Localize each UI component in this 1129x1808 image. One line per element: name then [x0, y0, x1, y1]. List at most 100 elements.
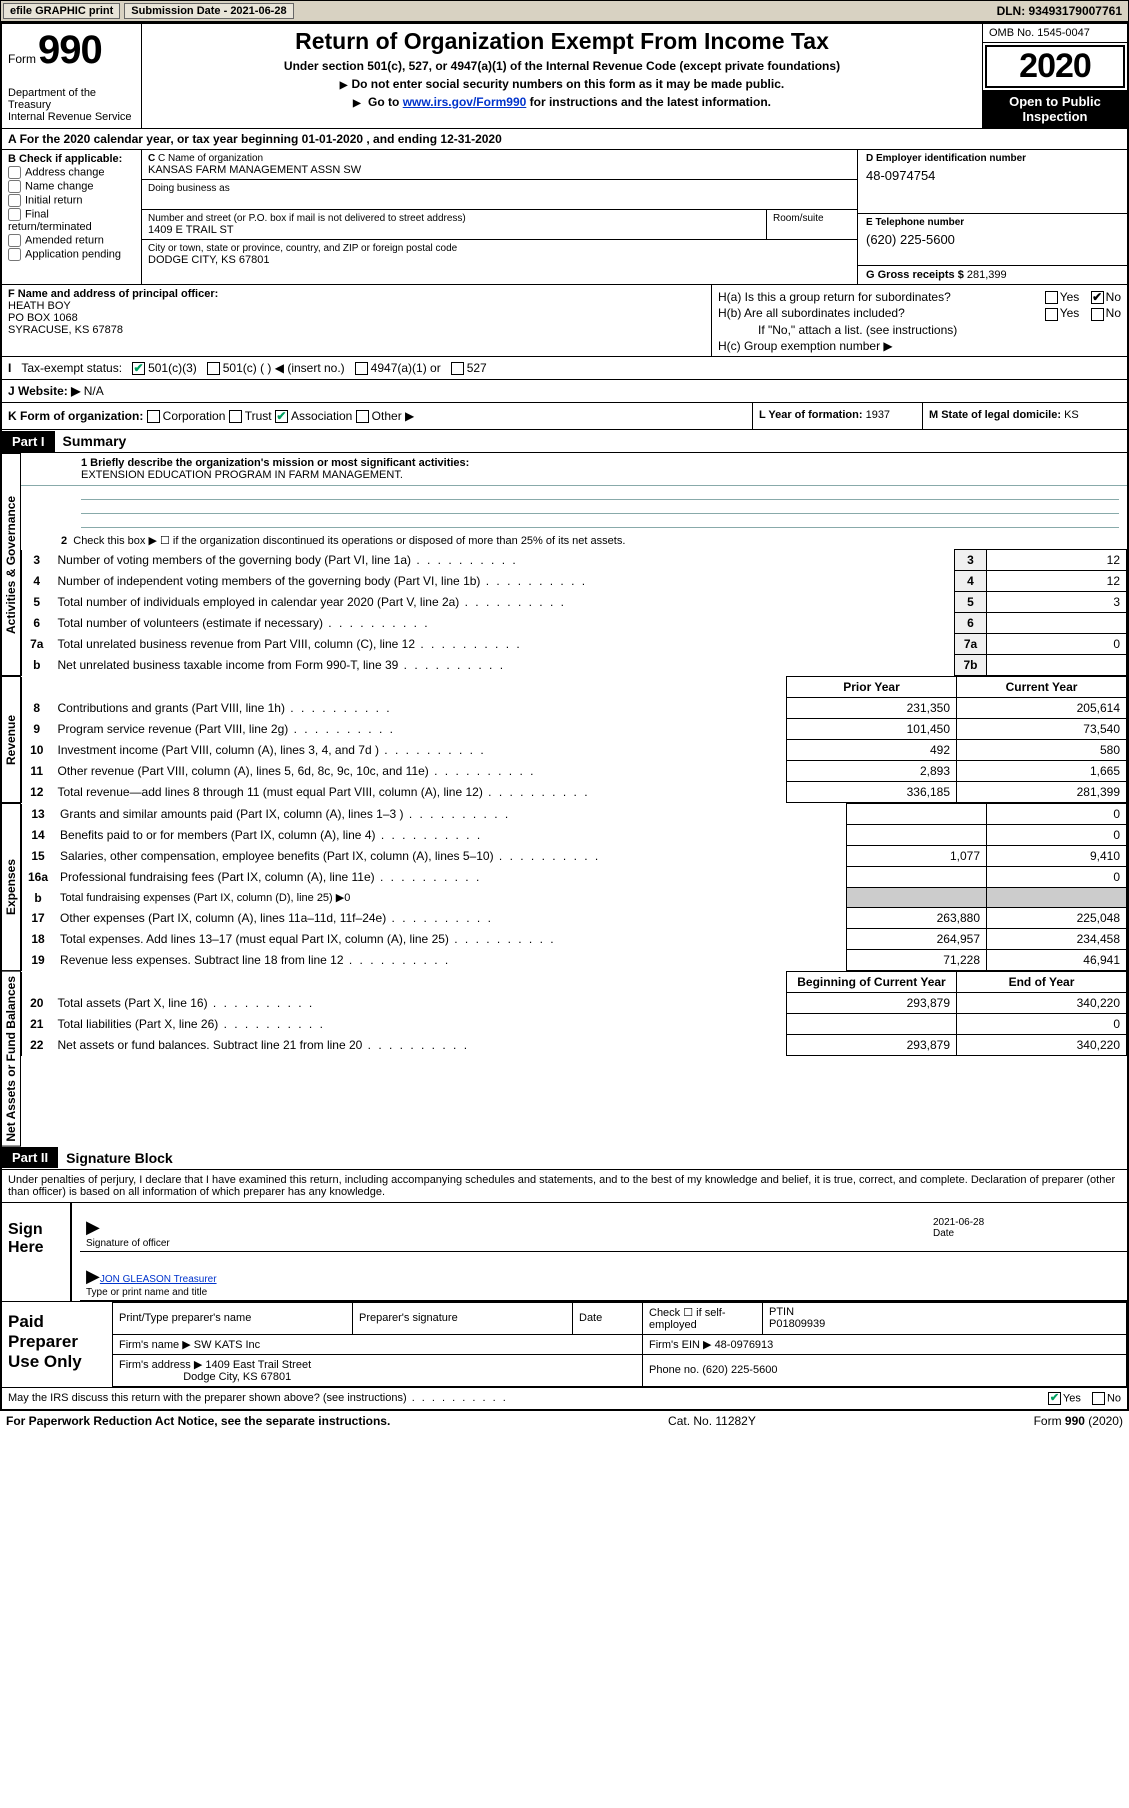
ptin-label: PTIN	[769, 1306, 794, 1318]
org-name: KANSAS FARM MANAGEMENT ASSN SW	[148, 164, 361, 176]
firm-phone: (620) 225-5600	[702, 1364, 777, 1376]
form-header: Form 990 Department of the Treasury Inte…	[2, 24, 1127, 129]
table-row: 8Contributions and grants (Part VIII, li…	[22, 698, 1127, 719]
table-row: 6Total number of volunteers (estimate if…	[22, 613, 1127, 634]
table-row: 20Total assets (Part X, line 16)293,8793…	[22, 993, 1127, 1014]
checkbox-initial-return[interactable]: Initial return	[8, 194, 135, 207]
row-m-state: M State of legal domicile: KS	[922, 403, 1127, 429]
footer-form: Form 990 (2020)	[1034, 1414, 1123, 1428]
ptin-value: P01809939	[769, 1318, 825, 1330]
table-row: 22Net assets or fund balances. Subtract …	[22, 1035, 1127, 1056]
checkbox-amended-return[interactable]: Amended return	[8, 234, 135, 247]
h-b-note: If "No," attach a list. (see instruction…	[718, 323, 1121, 337]
table-row: 13Grants and similar amounts paid (Part …	[22, 804, 1127, 825]
gross-value: 281,399	[967, 269, 1007, 281]
page-footer: For Paperwork Reduction Act Notice, see …	[0, 1411, 1129, 1431]
row-k-form-org: K Form of organization: Corporation Trus…	[2, 403, 752, 429]
omb-number: OMB No. 1545-0047	[983, 24, 1127, 43]
table-row: 3Number of voting members of the governi…	[22, 550, 1127, 571]
sign-here-label: Sign Here	[2, 1203, 72, 1301]
street-label: Number and street (or P.O. box if mail i…	[148, 213, 760, 224]
table-row: 18Total expenses. Add lines 13–17 (must …	[22, 929, 1127, 950]
ein-value: 48-0974754	[866, 168, 1119, 183]
form-word: Form	[8, 52, 36, 66]
section-b-checkboxes: B Check if applicable: Address changeNam…	[2, 150, 142, 284]
efile-print-button[interactable]: efile GRAPHIC print	[3, 3, 120, 19]
firm-addr1: 1409 East Trail Street	[205, 1359, 311, 1371]
instr-pre: Go to	[368, 95, 403, 109]
h-b-yesno: Yes No	[1037, 306, 1121, 320]
opt-527: 527	[467, 361, 487, 375]
city-label: City or town, state or province, country…	[148, 243, 851, 254]
table-row: 9Program service revenue (Part VIII, lin…	[22, 719, 1127, 740]
table-row: 14Benefits paid to or for members (Part …	[22, 825, 1127, 846]
firm-ein-label: Firm's EIN ▶	[649, 1339, 712, 1351]
checkbox-address-change[interactable]: Address change	[8, 166, 135, 179]
prep-date-label: Date	[573, 1302, 643, 1334]
city: DODGE CITY, KS 67801	[148, 254, 269, 266]
efile-topbar: efile GRAPHIC print Submission Date - 20…	[0, 0, 1129, 22]
table-row: 12Total revenue—add lines 8 through 11 (…	[22, 782, 1127, 803]
dln-label: DLN: 93493179007761	[997, 4, 1122, 18]
part2-title: Signature Block	[58, 1147, 181, 1169]
firm-phone-label: Phone no.	[649, 1364, 699, 1376]
paid-preparer-label: Paid Preparer Use Only	[2, 1302, 112, 1387]
firm-ein: 48-0976913	[715, 1339, 774, 1351]
side-net-assets: Net Assets or Fund Balances	[2, 971, 21, 1147]
officer-name-link[interactable]: JON GLEASON Treasurer	[100, 1274, 217, 1285]
form990-link[interactable]: www.irs.gov/Form990	[403, 95, 527, 109]
table-row: 5Total number of individuals employed in…	[22, 592, 1127, 613]
gross-label: G Gross receipts $	[866, 269, 964, 281]
table-row: bTotal fundraising expenses (Part IX, co…	[22, 888, 1127, 908]
row-a-text: For the 2020 calendar year, or tax year …	[20, 132, 502, 146]
h-a-yesno: Yes ✔No	[1037, 290, 1121, 304]
line1-mission: 1 Briefly describe the organization's mi…	[21, 453, 1127, 486]
page-title: Return of Organization Exempt From Incom…	[150, 28, 974, 55]
form-number: 990	[38, 28, 102, 73]
table-row: 11Other revenue (Part VIII, column (A), …	[22, 761, 1127, 782]
firm-name-label: Firm's name ▶	[119, 1339, 191, 1351]
side-expenses: Expenses	[2, 803, 21, 971]
perjury-statement: Under penalties of perjury, I declare th…	[2, 1170, 1127, 1203]
instr-post: for instructions and the latest informat…	[526, 95, 771, 109]
sig-officer-cell: ▶Signature of officer	[80, 1203, 927, 1251]
section-b-label: B Check if applicable:	[8, 153, 135, 165]
tax-status-label: Tax-exempt status:	[21, 361, 122, 375]
paid-preparer-table: Print/Type preparer's name Preparer's si…	[112, 1302, 1127, 1387]
table-row: 7aTotal unrelated business revenue from …	[22, 634, 1127, 655]
sig-name-cell: ▶JON GLEASON TreasurerType or print name…	[80, 1252, 1127, 1300]
footer-cat: Cat. No. 11282Y	[668, 1414, 756, 1428]
officer-label: F Name and address of principal officer:	[8, 288, 705, 300]
footer-pra: For Paperwork Reduction Act Notice, see …	[6, 1414, 390, 1428]
line2-checkbox: 2 Check this box ▶ ☐ if the organization…	[21, 528, 1127, 549]
ein-label: D Employer identification number	[866, 153, 1119, 164]
checkbox-final-return-terminated[interactable]: Final return/terminated	[8, 208, 135, 233]
table-row: bNet unrelated business taxable income f…	[22, 655, 1127, 676]
instructions-link-line: Go to www.irs.gov/Form990 for instructio…	[150, 95, 974, 109]
row-j-website: J Website: ▶ N/A	[2, 380, 1127, 403]
checkbox-application-pending[interactable]: Application pending	[8, 248, 135, 261]
ssn-warning: Do not enter social security numbers on …	[150, 77, 974, 91]
opt-501c3: 501(c)(3)	[148, 361, 197, 375]
discuss-row: May the IRS discuss this return with the…	[2, 1387, 1127, 1409]
table-row: 4Number of independent voting members of…	[22, 571, 1127, 592]
part2-badge: Part II	[2, 1147, 58, 1168]
table-row: 21Total liabilities (Part X, line 26)0	[22, 1014, 1127, 1035]
submission-date-button[interactable]: Submission Date - 2021-06-28	[124, 3, 293, 19]
side-revenue: Revenue	[2, 676, 21, 803]
prep-sig-label: Preparer's signature	[353, 1302, 573, 1334]
prep-name-label: Print/Type preparer's name	[113, 1302, 353, 1334]
part1-badge: Part I	[2, 431, 55, 452]
officer-addr1: PO BOX 1068	[8, 312, 705, 324]
dba-label: Doing business as	[148, 183, 851, 194]
row-l-year: L Year of formation: 1937	[752, 403, 922, 429]
prep-self-emp: Check ☐ if self-employed	[643, 1302, 763, 1334]
checkbox-name-change[interactable]: Name change	[8, 180, 135, 193]
h-c: H(c) Group exemption number ▶	[718, 339, 1121, 353]
street: 1409 E TRAIL ST	[148, 224, 234, 236]
firm-addr2: Dodge City, KS 67801	[183, 1371, 291, 1383]
form-990-page: Form 990 Department of the Treasury Inte…	[0, 22, 1129, 1411]
table-row: 17Other expenses (Part IX, column (A), l…	[22, 908, 1127, 929]
subtitle: Under section 501(c), 527, or 4947(a)(1)…	[150, 59, 974, 73]
sig-date-cell: 2021-06-28Date	[927, 1203, 1127, 1251]
